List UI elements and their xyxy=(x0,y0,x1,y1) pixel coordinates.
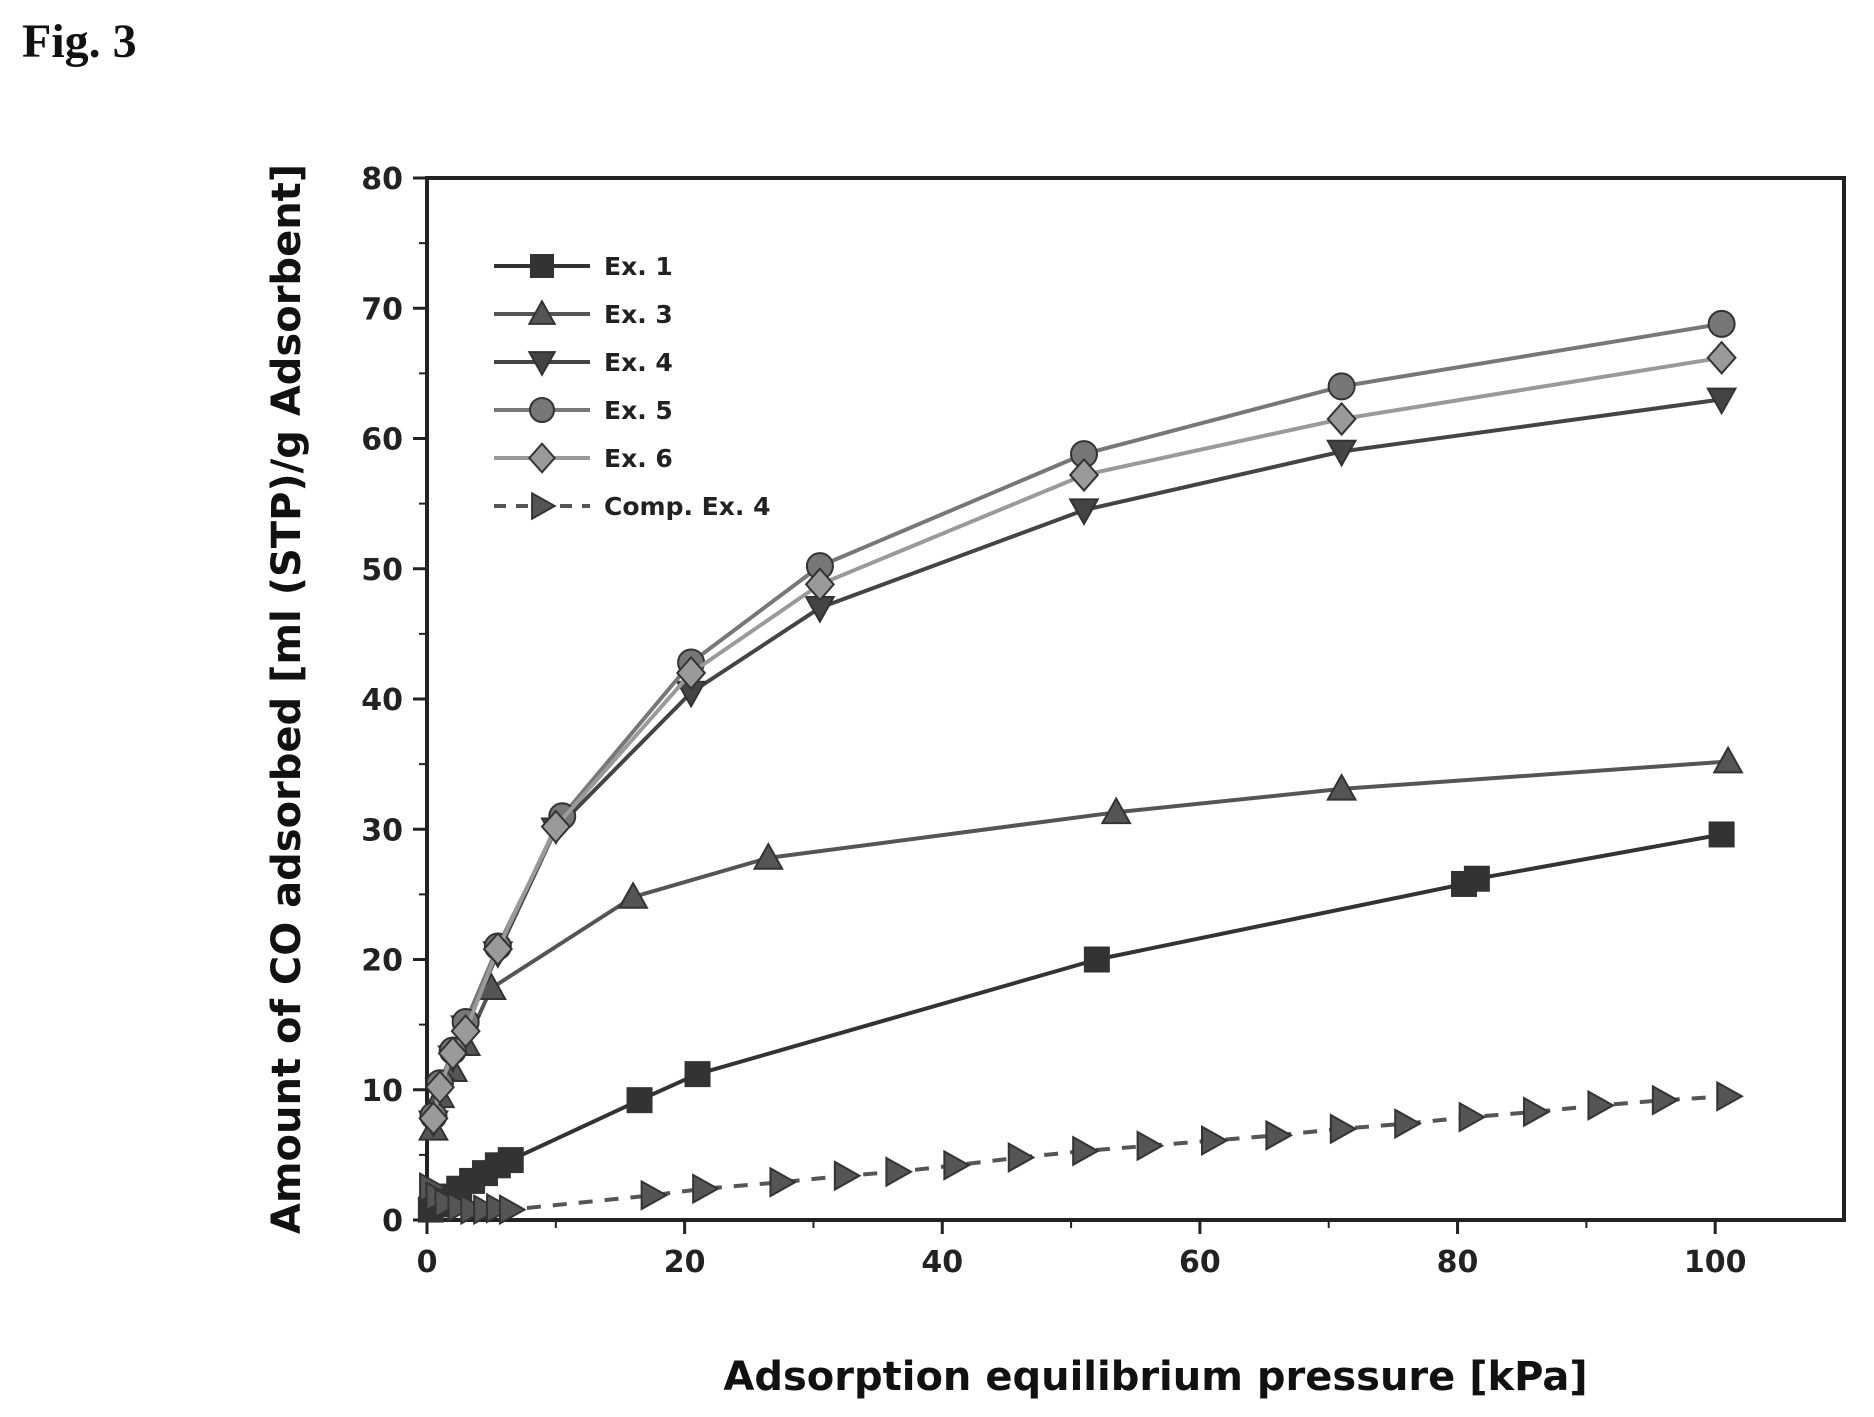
data-point xyxy=(1100,796,1132,825)
y-axis-title: Amount of CO adsorbed [ml (STP)/g Adsorb… xyxy=(264,164,310,1234)
data-point xyxy=(1136,1130,1165,1162)
legend-label: Ex. 3 xyxy=(604,300,673,329)
y-tick-label: 10 xyxy=(361,1074,403,1109)
data-point xyxy=(1083,946,1110,973)
data-point xyxy=(1326,439,1358,468)
data-point xyxy=(1068,457,1100,493)
data-point xyxy=(1463,865,1490,892)
legend-marker xyxy=(528,442,556,474)
series-3 xyxy=(419,309,1736,1130)
plot-area xyxy=(417,309,1744,1226)
legend-marker xyxy=(527,351,557,377)
data-point xyxy=(675,655,707,691)
data-point xyxy=(1068,498,1100,526)
data-point xyxy=(1326,401,1357,437)
y-tick-label: 40 xyxy=(361,683,403,718)
data-point xyxy=(1072,1135,1100,1167)
data-point xyxy=(1708,821,1735,848)
data-point xyxy=(437,1036,468,1071)
data-point xyxy=(1706,340,1737,375)
axes: 0 20 40 60 80 100 0 10 20 30 40 50 60 70 80 xyxy=(361,162,1846,1280)
x-tick-label: 20 xyxy=(664,1245,706,1280)
data-point xyxy=(692,1173,720,1205)
y-tick-label: 80 xyxy=(361,162,403,197)
data-point xyxy=(752,842,784,870)
data-point xyxy=(1265,1119,1294,1151)
data-point xyxy=(424,1070,456,1105)
data-point xyxy=(482,931,513,967)
legend-marker xyxy=(527,299,557,325)
data-point xyxy=(640,1179,669,1211)
data-point xyxy=(1007,1141,1036,1173)
y-tick-label: 70 xyxy=(361,292,403,327)
data-point xyxy=(418,1101,449,1136)
plot-frame xyxy=(425,176,1846,1222)
data-point xyxy=(1458,1101,1487,1133)
data-point xyxy=(1707,309,1736,338)
data-point xyxy=(1394,1108,1422,1140)
data-point xyxy=(943,1149,971,1181)
data-point xyxy=(1327,372,1356,401)
data-point xyxy=(450,1014,481,1049)
data-point xyxy=(1587,1089,1616,1121)
series-5 xyxy=(419,1080,1744,1226)
data-point xyxy=(497,1147,524,1174)
legend-label: Ex. 5 xyxy=(604,396,673,425)
data-point xyxy=(1706,387,1738,416)
legend: Ex. 1 Ex. 3 Ex. 4 Ex. 5 Ex. 6 Comp. Ex. 4 xyxy=(494,252,770,521)
data-point xyxy=(1716,1080,1744,1112)
legend-label: Ex. 6 xyxy=(604,444,673,473)
data-point xyxy=(804,567,836,602)
x-tick-label: 80 xyxy=(1437,1245,1479,1280)
y-tick-label: 0 xyxy=(382,1204,403,1239)
y-tick-label: 60 xyxy=(361,423,403,458)
x-tick-label: 60 xyxy=(1179,1245,1221,1280)
data-point xyxy=(626,1087,653,1114)
x-tick-label: 0 xyxy=(417,1245,438,1280)
data-point xyxy=(684,1061,711,1088)
legend-label: Ex. 1 xyxy=(604,252,673,281)
legend-marker xyxy=(529,397,555,423)
data-point xyxy=(1523,1096,1551,1128)
data-point xyxy=(1326,773,1358,801)
data-point xyxy=(833,1160,862,1192)
data-point xyxy=(1651,1084,1680,1116)
data-point xyxy=(498,1194,527,1226)
data-point xyxy=(617,881,649,909)
data-point xyxy=(540,809,571,844)
legend-label: Comp. Ex. 4 xyxy=(604,492,770,521)
legend-label: Ex. 4 xyxy=(604,348,673,377)
series-line xyxy=(431,759,1729,1130)
series-1 xyxy=(417,745,1744,1141)
data-point xyxy=(885,1156,914,1188)
data-point xyxy=(769,1166,798,1198)
figure-label: Fig. 3 xyxy=(22,15,137,68)
y-tick-label: 30 xyxy=(361,813,403,848)
y-tick-label: 20 xyxy=(361,944,403,979)
x-tick-label: 40 xyxy=(921,1245,963,1280)
legend-marker xyxy=(531,491,557,521)
x-tick-label: 100 xyxy=(1684,1245,1747,1280)
data-point xyxy=(1329,1113,1358,1145)
x-axis-title: Adsorption equilibrium pressure [kPa] xyxy=(723,1354,1587,1400)
series-4 xyxy=(418,340,1737,1136)
data-point xyxy=(1712,745,1744,774)
y-tick-label: 50 xyxy=(361,553,403,588)
legend-marker xyxy=(530,254,554,278)
data-point xyxy=(1200,1125,1229,1157)
